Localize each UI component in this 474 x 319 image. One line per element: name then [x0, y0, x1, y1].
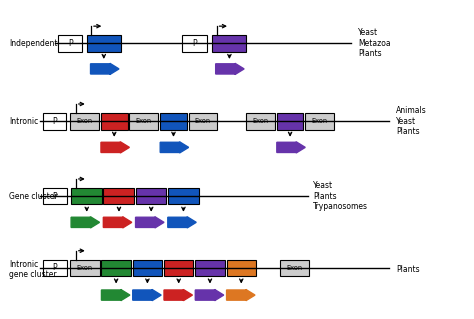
- Bar: [195, 260, 225, 276]
- Bar: [129, 113, 158, 130]
- Bar: [43, 113, 66, 130]
- Text: Exon: Exon: [76, 118, 92, 124]
- Text: P: P: [68, 39, 73, 48]
- Text: Yeast
Plants
Trypanosomes: Yeast Plants Trypanosomes: [313, 181, 368, 211]
- Bar: [277, 113, 303, 130]
- Text: Exon: Exon: [77, 265, 93, 271]
- Text: Yeast
Metazoa
Plants: Yeast Metazoa Plants: [358, 28, 391, 58]
- Text: Independent: Independent: [9, 39, 58, 48]
- Bar: [168, 188, 199, 204]
- Text: Animals
Yeast
Plants: Animals Yeast Plants: [396, 106, 427, 136]
- Bar: [189, 113, 217, 130]
- Bar: [182, 35, 207, 52]
- FancyArrow shape: [136, 217, 164, 228]
- Bar: [227, 260, 256, 276]
- FancyArrow shape: [227, 289, 255, 301]
- Bar: [87, 35, 121, 52]
- Text: Plants: Plants: [396, 265, 419, 274]
- Bar: [71, 188, 102, 204]
- Bar: [212, 35, 246, 52]
- Bar: [70, 260, 100, 276]
- Bar: [101, 113, 128, 130]
- Bar: [164, 260, 193, 276]
- Bar: [58, 35, 82, 52]
- FancyArrow shape: [164, 289, 192, 301]
- Bar: [305, 113, 334, 130]
- Bar: [246, 113, 275, 130]
- FancyArrow shape: [160, 142, 189, 153]
- Text: Exon: Exon: [136, 118, 152, 124]
- Text: Intronic
gene cluster: Intronic gene cluster: [9, 260, 57, 279]
- FancyArrow shape: [133, 289, 161, 301]
- Bar: [101, 260, 131, 276]
- Text: Exon: Exon: [311, 118, 328, 124]
- Bar: [70, 113, 99, 130]
- Text: P: P: [192, 39, 197, 48]
- FancyArrow shape: [71, 217, 100, 228]
- Text: P: P: [53, 192, 57, 201]
- Bar: [280, 260, 309, 276]
- FancyArrow shape: [277, 142, 305, 153]
- FancyArrow shape: [195, 289, 224, 301]
- FancyArrow shape: [101, 289, 130, 301]
- Bar: [136, 188, 166, 204]
- FancyArrow shape: [168, 217, 196, 228]
- Text: P: P: [52, 117, 57, 126]
- Text: Gene cluster: Gene cluster: [9, 192, 58, 201]
- Text: Exon: Exon: [253, 118, 269, 124]
- FancyArrow shape: [216, 63, 244, 75]
- Text: Intronic: Intronic: [9, 117, 39, 126]
- Text: P: P: [53, 263, 57, 272]
- Text: Exon: Exon: [195, 118, 211, 124]
- FancyArrow shape: [103, 217, 132, 228]
- Text: Exon: Exon: [286, 265, 302, 271]
- Bar: [43, 260, 67, 276]
- Bar: [103, 188, 134, 204]
- Bar: [43, 188, 67, 204]
- FancyArrow shape: [91, 63, 119, 75]
- Bar: [160, 113, 187, 130]
- Bar: [133, 260, 162, 276]
- FancyArrow shape: [101, 142, 129, 153]
